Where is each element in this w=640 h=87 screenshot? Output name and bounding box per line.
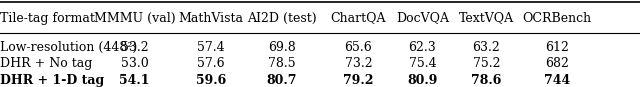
Text: 73.2: 73.2 (344, 57, 372, 70)
Text: 69.8: 69.8 (268, 41, 296, 54)
Text: Tile-tag format: Tile-tag format (0, 11, 95, 25)
Text: 53.0: 53.0 (120, 57, 148, 70)
Text: 75.4: 75.4 (408, 57, 436, 70)
Text: Low-resolution (448²): Low-resolution (448²) (0, 41, 137, 54)
Text: 54.1: 54.1 (119, 74, 150, 87)
Text: 57.6: 57.6 (197, 57, 225, 70)
Text: AI2D (test): AI2D (test) (247, 11, 316, 25)
Text: 612: 612 (545, 41, 569, 54)
Text: 62.3: 62.3 (408, 41, 436, 54)
Text: 80.9: 80.9 (407, 74, 438, 87)
Text: 59.6: 59.6 (196, 74, 227, 87)
Text: MathVista: MathVista (179, 11, 244, 25)
Text: 79.2: 79.2 (343, 74, 374, 87)
Text: DHR + No tag: DHR + No tag (0, 57, 92, 70)
Text: ChartQA: ChartQA (331, 11, 386, 25)
Text: DocVQA: DocVQA (396, 11, 449, 25)
Text: 78.6: 78.6 (471, 74, 502, 87)
Text: 65.6: 65.6 (344, 41, 372, 54)
Text: 63.2: 63.2 (472, 41, 500, 54)
Text: MMMU (val): MMMU (val) (93, 11, 175, 25)
Text: 75.2: 75.2 (473, 57, 500, 70)
Text: 682: 682 (545, 57, 569, 70)
Text: TextVQA: TextVQA (459, 11, 514, 25)
Text: DHR + 1-D tag: DHR + 1-D tag (0, 74, 104, 87)
Text: 744: 744 (543, 74, 570, 87)
Text: 57.4: 57.4 (197, 41, 225, 54)
Text: 78.5: 78.5 (268, 57, 296, 70)
Text: 53.2: 53.2 (120, 41, 148, 54)
Text: OCRBench: OCRBench (522, 11, 591, 25)
Text: 80.7: 80.7 (266, 74, 297, 87)
